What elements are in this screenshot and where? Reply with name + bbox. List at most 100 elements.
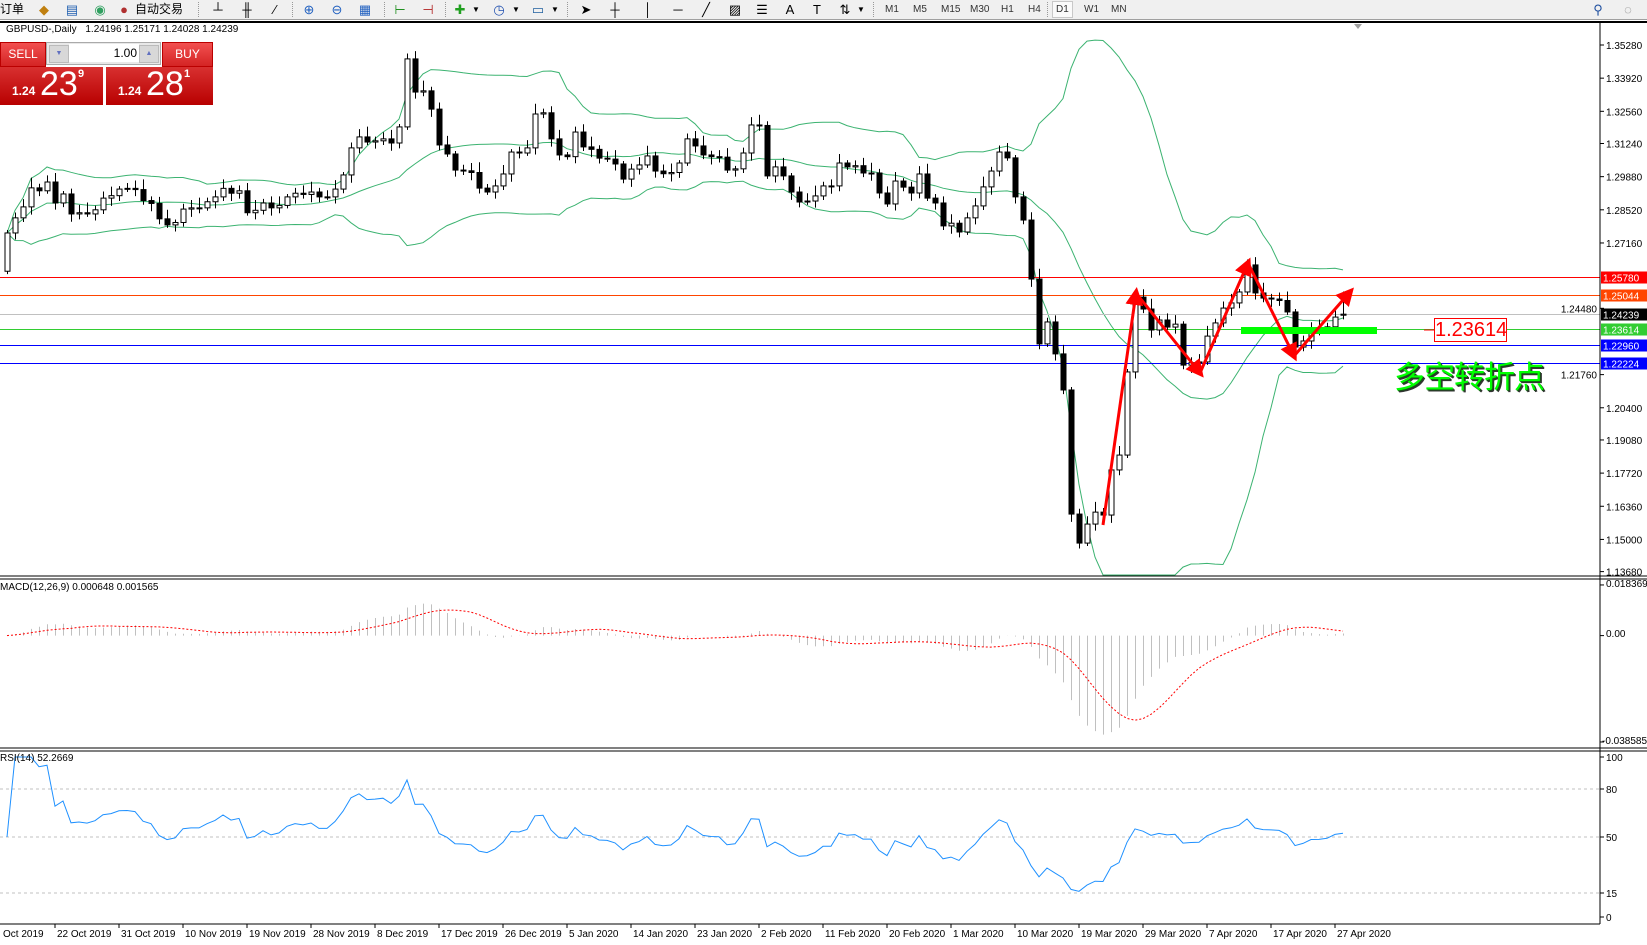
- orders-button[interactable]: 订单: [0, 2, 25, 16]
- candle: [500, 164, 507, 191]
- bar-chart-icon[interactable]: ┴: [213, 2, 223, 17]
- fibonacci-icon[interactable]: ☰: [756, 2, 768, 17]
- cursor-icon[interactable]: ➤: [580, 2, 592, 17]
- candle-body: [964, 217, 971, 233]
- auto-scroll-icon[interactable]: ⊢: [394, 2, 406, 17]
- candle-body: [1196, 361, 1203, 364]
- chevron-down-icon[interactable]: ▼: [512, 5, 520, 14]
- candle-body: [1020, 196, 1027, 221]
- candle-body: [164, 218, 171, 226]
- candle: [636, 157, 643, 175]
- lot-size-stepper[interactable]: ▼ 1.00 ▲: [46, 42, 161, 65]
- candle-body: [484, 187, 491, 193]
- text-icon[interactable]: A: [785, 2, 795, 17]
- arrows-icon[interactable]: ⇅: [839, 2, 851, 17]
- candle-body: [612, 158, 619, 165]
- candle-body: [772, 166, 779, 177]
- candle-body: [940, 202, 947, 227]
- time-tick-label: 28 Nov 2019: [313, 929, 370, 940]
- sell-price-box[interactable]: 1.24 23 9: [0, 65, 103, 105]
- timeframe-d1[interactable]: D1: [1052, 1, 1073, 18]
- candle-body: [508, 151, 515, 175]
- lot-size-input[interactable]: 1.00: [69, 44, 139, 62]
- autotrade-button[interactable]: 自动交易: [135, 2, 184, 16]
- candle-body: [580, 131, 587, 148]
- increase-lot-button[interactable]: ▲: [139, 45, 159, 63]
- candle: [948, 214, 955, 234]
- price-level-badge: [1601, 271, 1647, 284]
- timeframe-mn[interactable]: MN: [1111, 4, 1127, 15]
- candle: [476, 162, 483, 194]
- candle: [188, 200, 195, 217]
- candle: [348, 142, 355, 183]
- periods-clock-icon[interactable]: ◷: [493, 2, 505, 17]
- candle-body: [132, 187, 139, 191]
- zoom-in-icon[interactable]: ⊕: [303, 2, 315, 17]
- price-tick-label: 1.27160: [1606, 239, 1643, 250]
- crosshair-icon[interactable]: ┼: [610, 2, 620, 17]
- candle-body: [972, 205, 979, 219]
- price-level-badge-label: 1.25780: [1603, 274, 1640, 285]
- rsi-tick-label: 15: [1606, 889, 1618, 900]
- candle-body: [148, 200, 155, 204]
- candle: [876, 168, 883, 199]
- chart-shift-icon[interactable]: ⊣: [422, 2, 434, 17]
- candle: [92, 205, 99, 221]
- candle-body: [764, 124, 771, 177]
- candle: [716, 150, 723, 163]
- text-label-icon[interactable]: T: [813, 2, 821, 17]
- equidistant-channel-icon[interactable]: ▨: [728, 2, 742, 17]
- candle-body: [1084, 523, 1091, 544]
- price-level-badge-label: 1.23614: [1603, 326, 1640, 337]
- candle: [980, 176, 987, 211]
- chevron-down-icon[interactable]: ▼: [472, 5, 480, 14]
- autotrade-icon[interactable]: ●: [120, 2, 128, 17]
- search-icon[interactable]: ⚲: [1593, 2, 1603, 17]
- buy-price-box[interactable]: 1.24 28 1: [106, 65, 213, 105]
- candlestick-chart-icon[interactable]: ╫: [242, 2, 252, 17]
- candle: [268, 196, 275, 216]
- candle: [1180, 321, 1187, 370]
- chevron-down-icon[interactable]: ▼: [857, 5, 865, 14]
- decrease-lot-button[interactable]: ▼: [49, 45, 69, 63]
- candle: [300, 185, 307, 199]
- chart-window[interactable]: [0, 21, 1647, 945]
- candle-body: [444, 144, 451, 155]
- candle-body: [124, 187, 131, 190]
- candle: [1148, 298, 1155, 338]
- candle: [420, 80, 427, 97]
- tile-windows-icon[interactable]: ▦: [358, 2, 372, 17]
- candle: [700, 135, 707, 160]
- timeframe-h4[interactable]: H4: [1028, 4, 1041, 15]
- line-chart-icon[interactable]: ∕: [273, 2, 277, 17]
- buy-button[interactable]: BUY: [162, 42, 213, 67]
- timeframe-m5[interactable]: M5: [913, 4, 927, 15]
- templates-icon[interactable]: ▭: [531, 2, 545, 17]
- chat-icon[interactable]: ◌: [1624, 2, 1632, 17]
- indicators-icon[interactable]: ✚: [454, 2, 466, 17]
- vertical-line-icon[interactable]: │: [643, 2, 653, 17]
- candle-body: [1052, 321, 1059, 355]
- horizontal-line-icon[interactable]: ─: [673, 2, 683, 17]
- high-value: 1.25171: [124, 24, 161, 35]
- candle: [596, 145, 603, 164]
- timeframe-w1[interactable]: W1: [1084, 4, 1099, 15]
- timeframe-h1[interactable]: H1: [1001, 4, 1014, 15]
- sell-button[interactable]: SELL: [0, 42, 46, 67]
- candle-body: [316, 191, 323, 198]
- signals-icon[interactable]: ◉: [94, 2, 106, 17]
- candle-body: [1060, 353, 1067, 391]
- timeframe-m1[interactable]: M1: [885, 4, 899, 15]
- trendline-icon[interactable]: ╱: [702, 2, 710, 17]
- chevron-down-icon[interactable]: ▼: [551, 5, 559, 14]
- separator: [384, 2, 387, 17]
- timeframe-m15[interactable]: M15: [941, 4, 961, 15]
- zoom-out-icon[interactable]: ⊖: [331, 2, 343, 17]
- candle: [1028, 212, 1035, 287]
- history-center-icon[interactable]: ◆: [39, 2, 49, 17]
- candle: [956, 220, 963, 238]
- candle-body: [1044, 321, 1051, 345]
- timeframe-m30[interactable]: M30: [970, 4, 990, 15]
- terminal-icon[interactable]: ▤: [65, 2, 79, 17]
